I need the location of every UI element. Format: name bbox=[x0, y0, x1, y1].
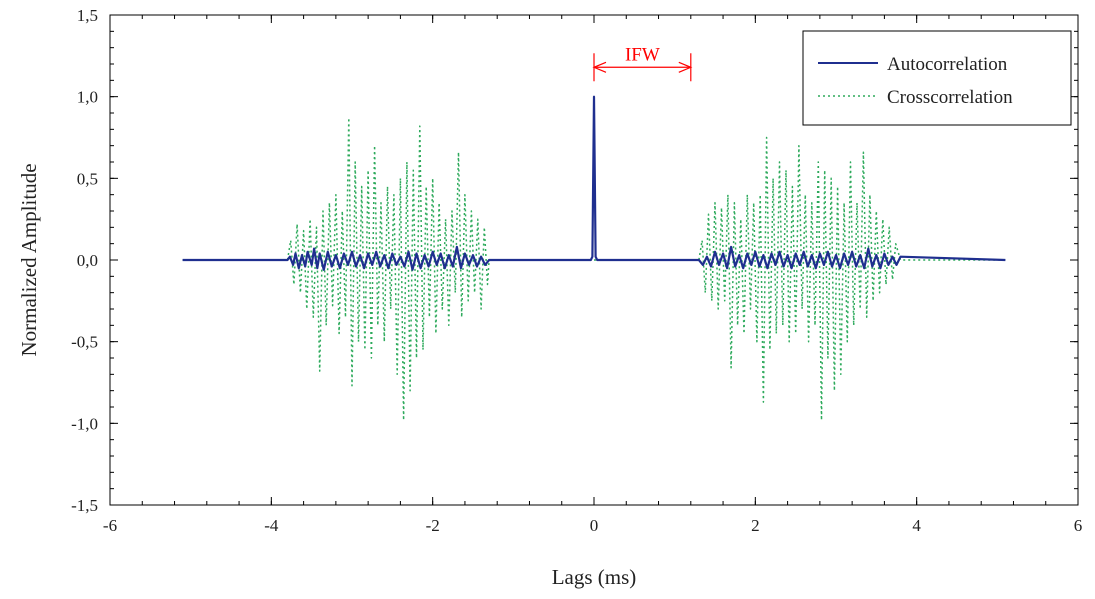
x-tick-label: -2 bbox=[426, 516, 440, 535]
annotation-arrowhead-right bbox=[678, 61, 693, 73]
y-tick-label: 1,0 bbox=[77, 88, 98, 107]
axis-tick-labels: -6 -4 -2 0 2 4 6 -1,5 -1,0 -0,5 0,0 0,5 1,0 1,5 bbox=[71, 6, 1082, 535]
x-tick-label: 2 bbox=[751, 516, 760, 535]
legend-box bbox=[802, 30, 1072, 126]
y-axis-title: Normalized Amplitude bbox=[17, 163, 41, 356]
y-tick-label: -0,5 bbox=[71, 333, 98, 352]
x-tick-label: -4 bbox=[264, 516, 279, 535]
annotation-layer: IFW bbox=[592, 44, 693, 82]
series-layer bbox=[182, 95, 1006, 421]
y-tick-label: 0,0 bbox=[77, 251, 98, 270]
legend-label-crosscorrelation: Crosscorrelation bbox=[887, 87, 1013, 108]
annotation-arrowhead-left bbox=[592, 61, 607, 73]
axis-ticks bbox=[109, 14, 1079, 506]
x-tick-label: 4 bbox=[912, 516, 921, 535]
y-tick-label: 0,5 bbox=[77, 169, 98, 188]
y-tick-label: -1,0 bbox=[71, 414, 98, 433]
legend-label-autocorrelation: Autocorrelation bbox=[887, 54, 1008, 75]
legend: Autocorrelation Crosscorrelation bbox=[802, 30, 1072, 126]
y-tick-label: 1,5 bbox=[77, 6, 98, 25]
x-tick-label: -6 bbox=[103, 516, 117, 535]
series-line-autocorrelation bbox=[182, 95, 1006, 271]
x-tick-label: 6 bbox=[1074, 516, 1083, 535]
x-axis-title: Lags (ms) bbox=[552, 565, 637, 589]
annotation-label: IFW bbox=[625, 44, 660, 65]
x-tick-label: 0 bbox=[590, 516, 599, 535]
y-tick-label: -1,5 bbox=[71, 496, 98, 515]
